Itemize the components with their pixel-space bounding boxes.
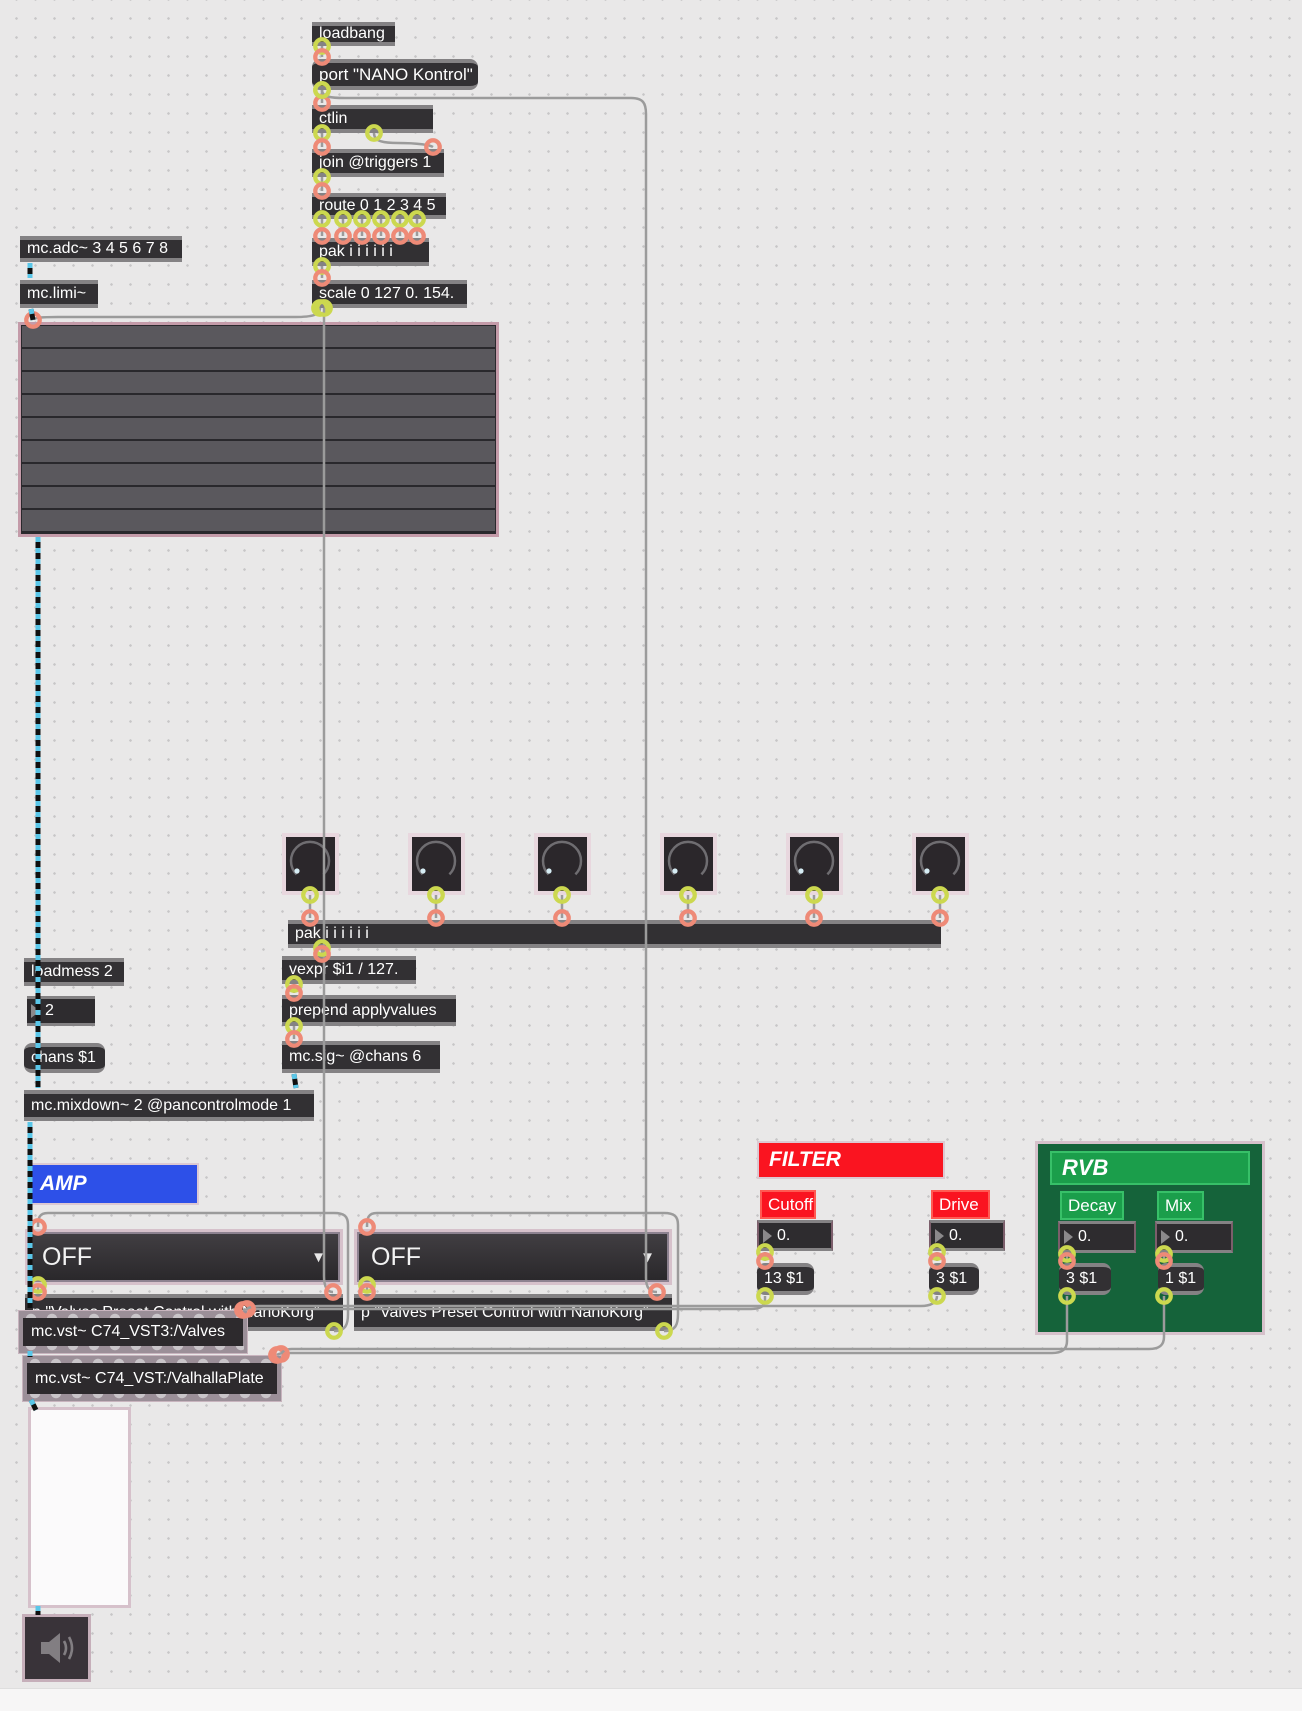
numberbox-triangle-icon [935,1228,944,1243]
dial-1[interactable] [282,833,339,895]
multislider-display[interactable] [18,322,499,537]
p-subpatch-2[interactable]: p "Valves Preset Control with NanoKorg" [354,1294,672,1331]
rvb-title: RVB [1050,1151,1250,1185]
scale-object: scale 0 127 0. 154. [312,280,467,308]
pak-object: pak i i i i i i [312,238,429,266]
preset-menu-2[interactable]: OFF ▼ [354,1229,672,1285]
mix-number-box[interactable]: 0. [1155,1221,1233,1253]
drive-number-box[interactable]: 0. [929,1220,1005,1251]
mix-label: Mix [1157,1191,1204,1220]
numberbox-triangle-icon [1161,1230,1170,1244]
pak-wide-object: pak i i i i i i [288,920,941,948]
dial-6[interactable] [912,833,969,895]
channel-number-box[interactable]: 2 [27,996,95,1026]
ctlin-object: ctlin [312,105,433,133]
chevron-down-icon: ▼ [640,1248,655,1266]
window-bottom-bar [0,1688,1302,1711]
join-object: join @triggers 1 [312,149,444,177]
cutoff-label: Cutoff [760,1190,816,1219]
mc-vst-valhallaplate-object: mc.vst~ C74_VST:/ValhallaPlate [22,1355,282,1402]
drive-label: Drive [931,1190,990,1219]
prepend-object: prepend applyvalues [282,995,456,1026]
mc-limi-object: mc.limi~ [20,280,98,308]
decay-label: Decay [1060,1191,1124,1220]
multislider-bands [22,326,495,533]
mc-adc-object: mc.adc~ 3 4 5 6 7 8 [20,236,182,262]
vexpr-object: vexpr $i1 / 127. [282,956,416,984]
dial-4[interactable] [660,833,717,895]
audio-on-button[interactable] [22,1614,91,1682]
dial-2[interactable] [408,833,465,895]
loadbang-object: loadbang [312,22,395,46]
drive-message[interactable]: 3 $1 [929,1263,979,1295]
master-gain-fader[interactable] [28,1407,131,1608]
chevron-down-icon: ▼ [311,1248,326,1266]
mc-mixdown-object: mc.mixdown~ 2 @pancontrolmode 1 [24,1090,314,1121]
mix-message[interactable]: 1 $1 [1158,1263,1204,1295]
numberbox-triangle-icon [763,1228,772,1243]
numberbox-triangle-icon [1064,1230,1073,1244]
decay-message[interactable]: 3 $1 [1059,1263,1111,1295]
cutoff-message[interactable]: 13 $1 [757,1263,814,1295]
amp-panel: AMP [28,1163,199,1205]
dial-3[interactable] [534,833,591,895]
route-object: route 0 1 2 3 4 5 [312,193,446,219]
dial-5[interactable] [786,833,843,895]
chans-message[interactable]: chans $1 [24,1043,105,1073]
filter-panel: FILTER [757,1141,945,1179]
decay-number-box[interactable]: 0. [1058,1221,1136,1253]
mc-sig-object: mc.sig~ @chans 6 [282,1041,440,1073]
port-message[interactable]: port "NANO Kontrol" [312,59,478,90]
speaker-icon [40,1633,73,1663]
cutoff-number-box[interactable]: 0. [757,1220,833,1251]
loadmess-object: loadmess 2 [24,958,124,986]
preset-menu-1[interactable]: OFF ▼ [25,1229,343,1285]
numberbox-triangle-icon [31,1004,40,1018]
mc-vst-valves-object: mc.vst~ C74_VST3:/Valves [18,1310,248,1354]
